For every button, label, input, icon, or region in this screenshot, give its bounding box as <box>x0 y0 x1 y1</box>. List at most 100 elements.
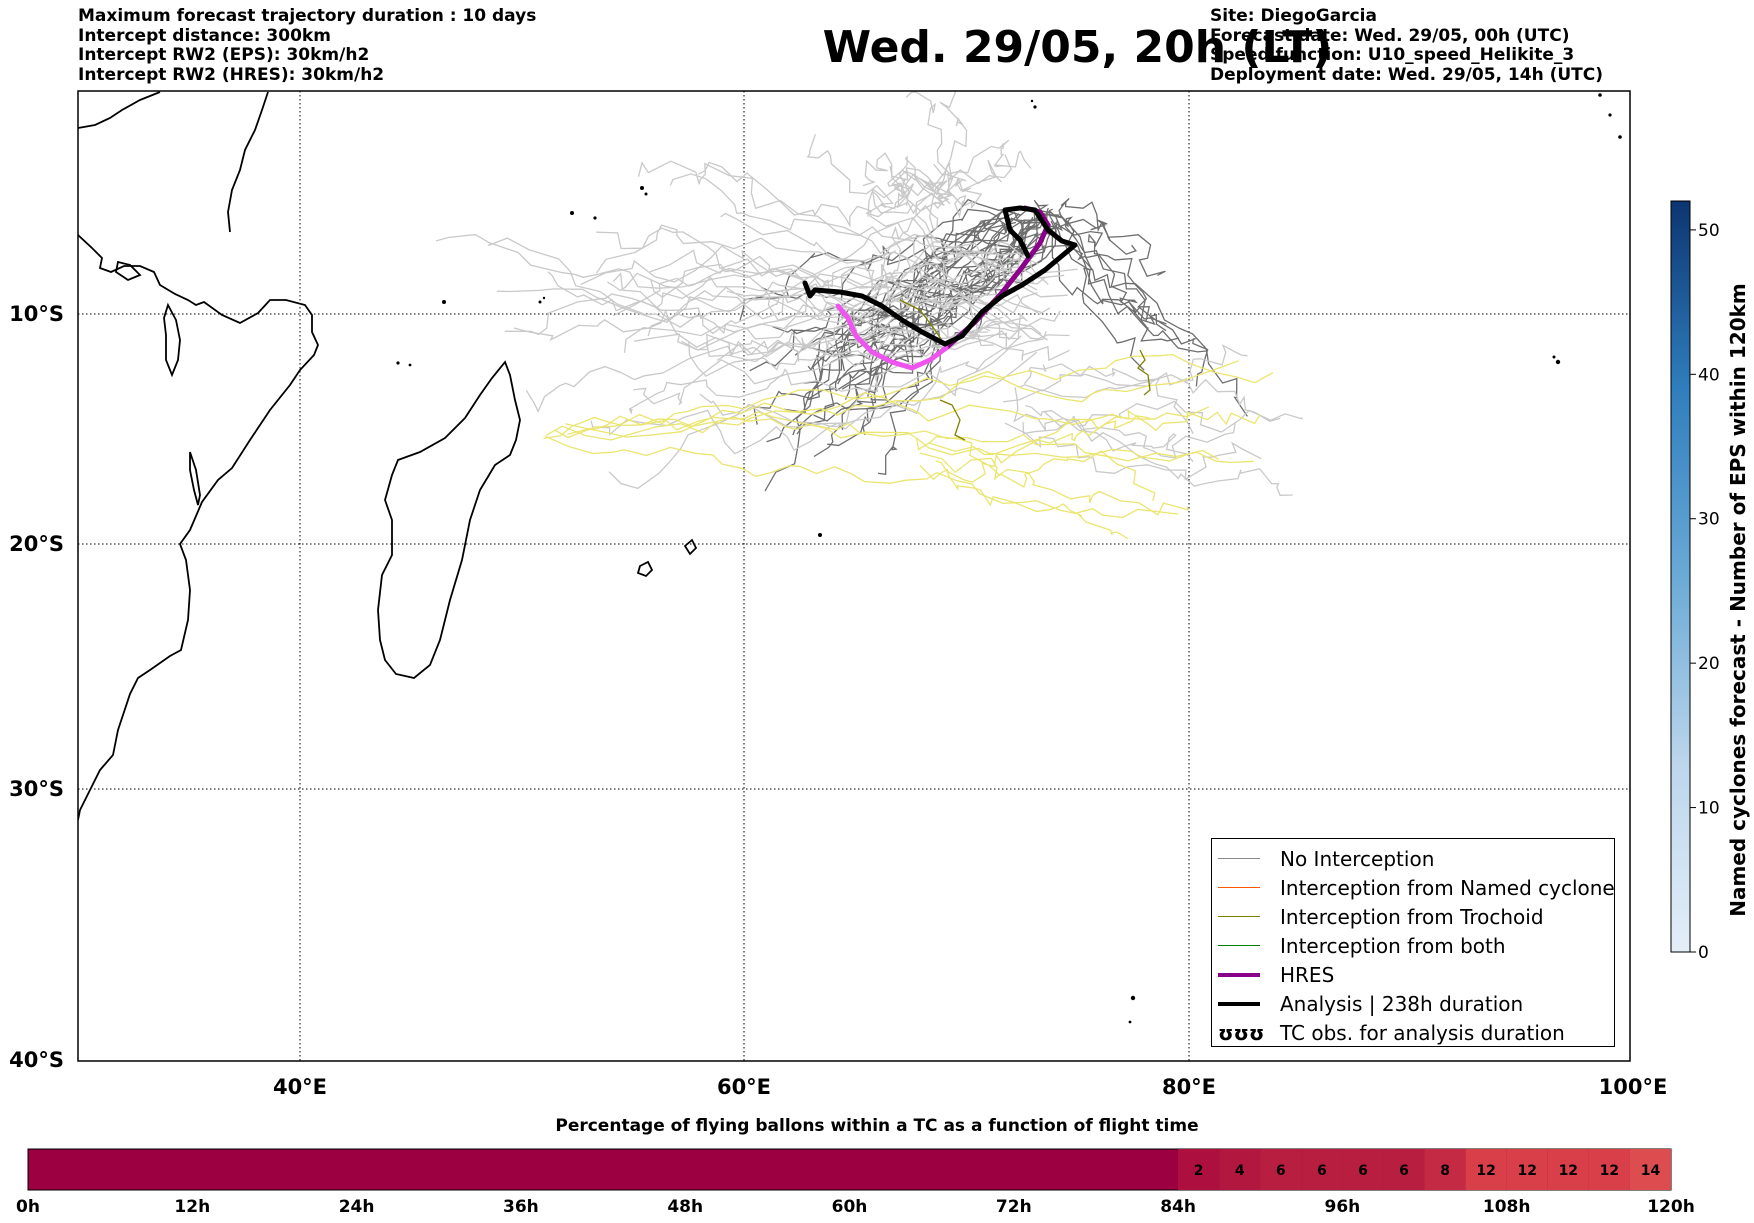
eps-trajectory <box>513 292 1038 342</box>
legend-label: Interception from Named cyclone <box>1280 875 1615 900</box>
timebar-cell <box>1178 1149 1220 1190</box>
eps-trajectory <box>878 232 1039 476</box>
eps-trajectory <box>650 255 1068 324</box>
timebar-cell-label: 14 <box>1641 1163 1661 1179</box>
timebar-tick: 36h <box>503 1197 539 1217</box>
eps-trajectory <box>496 288 1025 354</box>
lat-tick: 40°S <box>9 1048 64 1072</box>
madagascar <box>377 360 521 679</box>
param-duration: Maximum forecast trajectory duration : 1… <box>78 6 537 26</box>
eps-trajectory <box>1042 212 1180 342</box>
eps-trajectory <box>669 173 1049 285</box>
timebar-cell <box>1465 1149 1507 1190</box>
legend-swatch <box>1218 1001 1260 1006</box>
eps-trajectory <box>1048 210 1167 325</box>
timebar-ticks: 0h 12h 24h 36h 48h 60h 72h 84h 96h 108h 120h <box>16 1197 1695 1217</box>
lake-malawi <box>189 451 201 506</box>
param-rw2-eps: Intercept RW2 (EPS): 30km/h2 <box>78 45 370 65</box>
timebar-cell-label: 4 <box>1235 1163 1245 1179</box>
timebar-cell <box>1219 1149 1261 1190</box>
eps-trajectory <box>567 360 1239 435</box>
eps-trajectories-no-interception <box>435 91 1303 496</box>
eps-trajectory <box>1025 404 1236 459</box>
lat-tick: 20°S <box>9 532 64 556</box>
eps-trajectory <box>628 316 1003 415</box>
legend-item: HRES <box>1218 960 1334 989</box>
timebar-cell-label: 6 <box>1317 1163 1327 1179</box>
eps-trajectory <box>844 232 1050 400</box>
timebar-cell <box>1588 1149 1630 1190</box>
map-area <box>78 91 1630 1061</box>
timebar-cell <box>1506 1149 1548 1190</box>
africa-coastline <box>78 234 319 821</box>
colorbar-tick-label: 10 <box>1698 799 1720 819</box>
site-name: Site: DiegoGarcia <box>1210 6 1377 26</box>
eps-trajectory <box>803 226 1038 384</box>
eps-trajectory <box>919 464 1129 540</box>
latitude-ticks: 10°S 20°S 30°S 40°S <box>9 302 64 1072</box>
timebar-tick: 84h <box>1160 1197 1196 1217</box>
eps-trajectory <box>1022 400 1303 435</box>
page-title: Wed. 29/05, 20h (LT) <box>822 22 1333 73</box>
timebar-cell-label: 12 <box>1517 1163 1536 1179</box>
eps-trajectory <box>647 266 1023 337</box>
eps-trajectory <box>580 233 1037 288</box>
timebar-cell-label: 8 <box>1440 1163 1450 1179</box>
eps-trajectory <box>1013 387 1194 463</box>
legend-swatch <box>1218 887 1260 888</box>
lake-tanganyika <box>163 302 181 378</box>
tc-symbol-icon: ʊʊʊ <box>1218 1020 1265 1045</box>
lon-tick: 60°E <box>717 1075 771 1099</box>
timebar-cell <box>1342 1149 1384 1190</box>
timebar-cell-label: 12 <box>1559 1163 1578 1179</box>
eps-trajectory <box>862 152 916 195</box>
legend-label: Analysis | 238h duration <box>1280 991 1524 1016</box>
eps-trajectory <box>595 224 1070 340</box>
timebar-cell <box>1424 1149 1466 1190</box>
eps-trajectory <box>1054 220 1209 387</box>
legend-item: No Interception <box>1218 844 1434 873</box>
eps-trajectory <box>623 284 1051 353</box>
eps-trajectory <box>806 134 914 214</box>
legend: No Interception Interception from Named … <box>1211 838 1615 1047</box>
horn-coastline <box>227 91 269 233</box>
eps-trajectory <box>546 353 1274 441</box>
timebar-cell-label: 6 <box>1276 1163 1286 1179</box>
island-mauritius <box>636 560 654 578</box>
eps-trajectory <box>1003 374 1281 423</box>
lon-tick: 40°E <box>273 1075 327 1099</box>
legend-label: TC obs. for analysis duration <box>1280 1020 1565 1045</box>
timebar-tick: 72h <box>996 1197 1032 1217</box>
timebar-tick: 120h <box>1647 1197 1695 1217</box>
timebar-tick: 108h <box>1483 1197 1531 1217</box>
colorbar-label: Named cyclones forecast - Number of EPS … <box>1726 283 1750 917</box>
timebar-tick: 60h <box>832 1197 868 1217</box>
cyclone-colorbar <box>1670 200 1691 953</box>
timebar-cell <box>1629 1149 1671 1190</box>
lat-tick: 10°S <box>9 302 64 326</box>
colorbar-tick-label: 50 <box>1698 221 1720 241</box>
eps-trajectory <box>637 160 1040 285</box>
timebar-cell-label: 6 <box>1358 1163 1368 1179</box>
africa-coastline-north <box>78 91 161 129</box>
colorbar-tick-label: 40 <box>1698 365 1720 385</box>
timebar-cell-label: 6 <box>1399 1163 1409 1179</box>
timebar-tick: 24h <box>339 1197 375 1217</box>
lon-tick: 80°E <box>1162 1075 1216 1099</box>
eps-trajectory <box>1043 411 1293 496</box>
timebar-tick: 96h <box>1325 1197 1361 1217</box>
eps-trajectory <box>720 212 1078 290</box>
legend-label: Interception from Trochoid <box>1280 904 1544 929</box>
legend-item: Interception from both <box>1218 931 1506 960</box>
eps-trajectory <box>840 208 1010 344</box>
island-reunion <box>683 538 698 556</box>
flight-time-bar: 2 4 6 6 6 6 8 12 12 12 12 14 0h 12h 24h 36h 48h 60h 72h 84… <box>16 1148 1695 1217</box>
eps-trajectory <box>1032 210 1145 371</box>
timebar-cell <box>1547 1149 1589 1190</box>
eps-trajectory <box>919 452 1190 516</box>
eps-trajectory <box>846 185 955 289</box>
timebar-cell <box>1301 1149 1343 1190</box>
eps-trajectory <box>596 227 1048 341</box>
eps-trajectory <box>935 415 1150 483</box>
colorbar-tick-label: 20 <box>1698 654 1720 674</box>
